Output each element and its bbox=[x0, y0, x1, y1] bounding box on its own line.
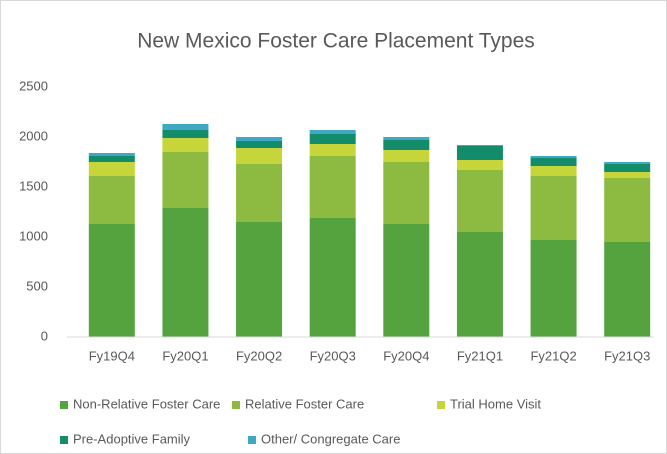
bar-segment bbox=[604, 162, 651, 164]
legend-swatch bbox=[437, 401, 445, 409]
bar-segment bbox=[456, 160, 503, 170]
bar-segment bbox=[383, 162, 430, 224]
bar-segment bbox=[88, 156, 135, 162]
bar-segment bbox=[456, 146, 503, 160]
x-tick-label: Fy20Q3 bbox=[310, 348, 356, 363]
bar-segment bbox=[383, 137, 430, 140]
bar-segment bbox=[604, 172, 651, 178]
y-tick-label: 0 bbox=[41, 328, 48, 343]
y-tick-label: 1500 bbox=[19, 178, 48, 193]
x-tick-label: Fy21Q1 bbox=[457, 348, 503, 363]
bar-segment bbox=[530, 166, 577, 176]
legend-label: Non-Relative Foster Care bbox=[73, 396, 220, 411]
bar-segment bbox=[236, 164, 283, 222]
x-tick-label: Fy21Q2 bbox=[530, 348, 576, 363]
y-tick-label: 2500 bbox=[19, 78, 48, 93]
legend-swatch bbox=[248, 436, 256, 444]
bar-segment bbox=[604, 178, 651, 242]
bar-segment bbox=[456, 145, 503, 146]
bar-segment bbox=[530, 156, 577, 158]
bar-segment bbox=[88, 153, 135, 156]
bar-segment bbox=[530, 176, 577, 240]
legend-label: Relative Foster Care bbox=[245, 396, 364, 411]
bar-segment bbox=[383, 140, 430, 150]
x-tick-label: Fy21Q3 bbox=[604, 348, 650, 363]
y-tick-label: 1000 bbox=[19, 228, 48, 243]
bar-segment bbox=[162, 138, 209, 152]
bar-segment bbox=[236, 137, 283, 141]
legend-label: Other/ Congregate Care bbox=[261, 431, 400, 446]
chart-title: New Mexico Foster Care Placement Types bbox=[137, 30, 535, 53]
bar-segment bbox=[456, 170, 503, 232]
bar-segment bbox=[530, 240, 577, 337]
bar-segment bbox=[88, 162, 135, 176]
legend-swatch bbox=[60, 436, 68, 444]
bar-segment bbox=[162, 152, 209, 208]
bar-segment bbox=[88, 176, 135, 224]
bar-segment bbox=[162, 130, 209, 138]
bar-segment bbox=[309, 130, 356, 134]
bar-segment bbox=[309, 156, 356, 218]
bar-segment bbox=[456, 232, 503, 337]
legend-swatch bbox=[232, 401, 240, 409]
x-tick-label: Fy20Q4 bbox=[383, 348, 429, 363]
bar-segment bbox=[604, 242, 651, 337]
legend-swatch bbox=[60, 401, 68, 409]
bar-segment bbox=[162, 124, 209, 130]
bar-segment bbox=[383, 150, 430, 162]
bar-segment bbox=[236, 148, 283, 164]
bar-segment bbox=[309, 134, 356, 144]
legend-label: Trial Home Visit bbox=[450, 396, 541, 411]
bar-segment bbox=[309, 218, 356, 337]
x-tick-label: Fy19Q4 bbox=[89, 348, 135, 363]
y-tick-label: 500 bbox=[26, 278, 48, 293]
bar-segment bbox=[236, 222, 283, 337]
bar-segment bbox=[530, 158, 577, 166]
bar-segment bbox=[162, 208, 209, 337]
x-tick-label: Fy20Q1 bbox=[162, 348, 208, 363]
x-tick-label: Fy20Q2 bbox=[236, 348, 282, 363]
bar-segment bbox=[236, 141, 283, 148]
y-tick-label: 2000 bbox=[19, 128, 48, 143]
bar-segment bbox=[604, 164, 651, 172]
legend-label: Pre-Adoptive Family bbox=[73, 431, 191, 446]
bar-segment bbox=[88, 224, 135, 337]
bar-segment bbox=[383, 224, 430, 337]
bar-segment bbox=[309, 144, 356, 156]
